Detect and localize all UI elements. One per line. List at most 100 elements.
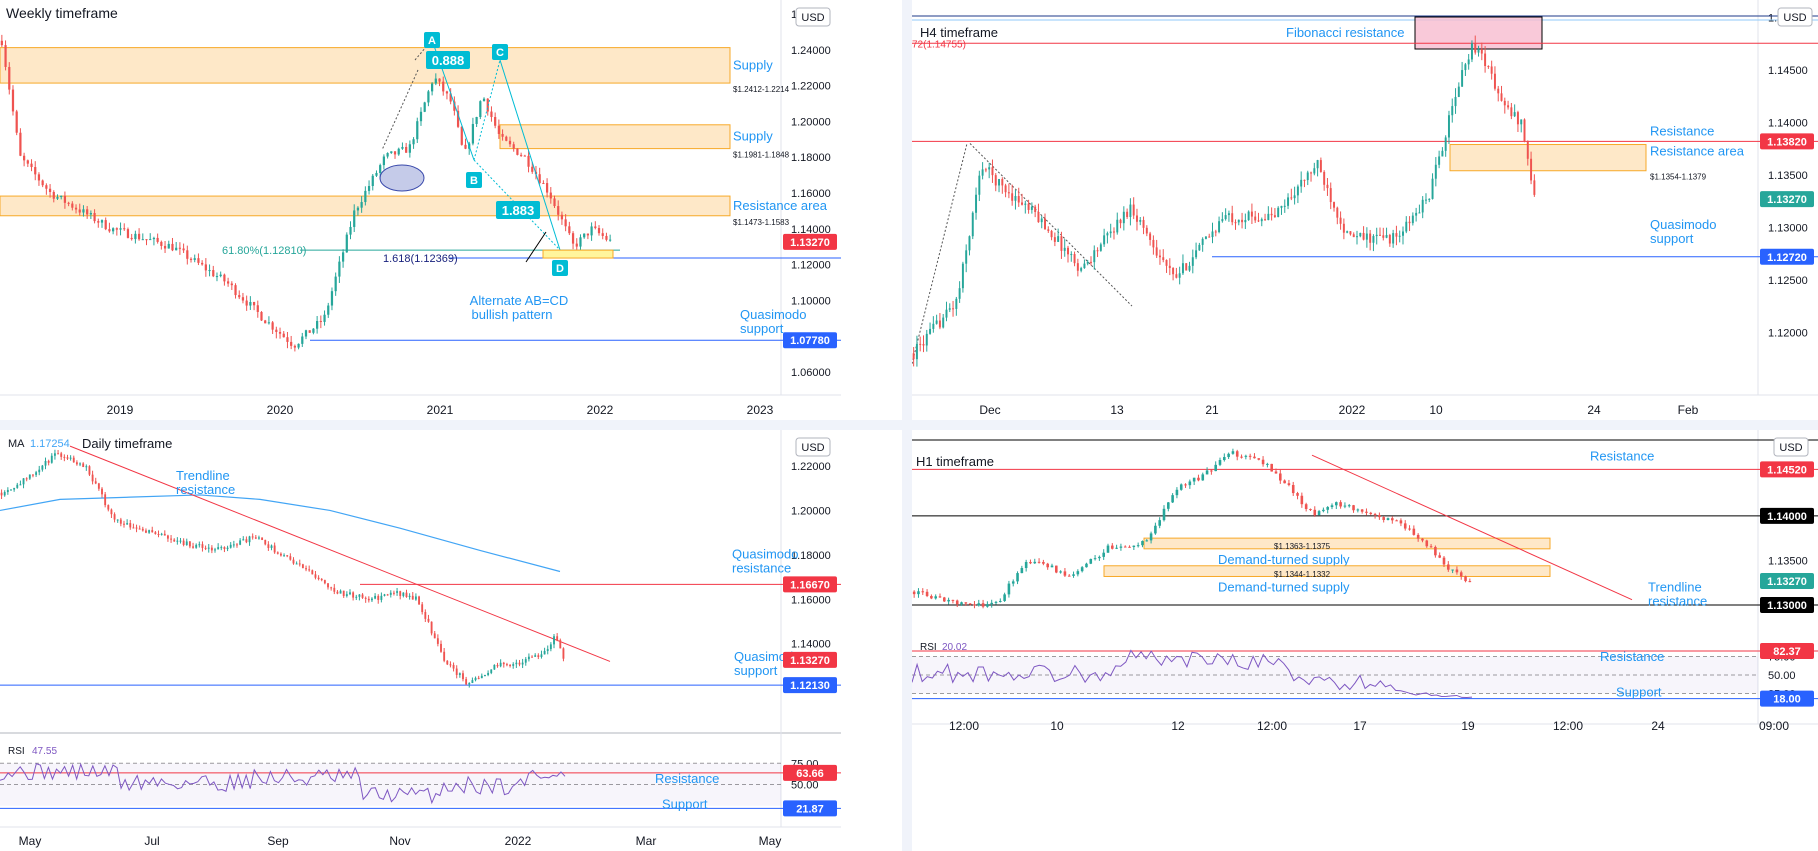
h4-candle [935, 320, 938, 324]
h4-candle [1319, 160, 1322, 172]
h4-candle [919, 343, 922, 345]
weekly-candle [601, 233, 604, 236]
daily-rsi-tag-bg [783, 764, 837, 781]
weekly-candle [579, 237, 582, 247]
daily-candle [402, 592, 405, 596]
daily-candle [333, 587, 336, 592]
weekly-candle [427, 91, 430, 103]
h4-candle [1385, 234, 1388, 238]
daily-rsi-tag: 21.87 [783, 800, 837, 817]
h1-candle [994, 601, 998, 603]
daily-usd-label: USD [801, 442, 824, 454]
weekly-candle [22, 155, 26, 161]
daily-price-tag-label: 1.13270 [790, 655, 830, 667]
h4-candle [1234, 222, 1237, 224]
h4-candle [1362, 232, 1365, 240]
h1-candle [1352, 505, 1355, 511]
h1-price-tag-label: 1.14000 [1767, 511, 1807, 523]
h1-xtick-label: 09:00 [1759, 719, 1789, 733]
weekly-candle [338, 261, 341, 277]
h4-candle [1083, 263, 1086, 269]
daily-candle [151, 530, 154, 533]
h4-candle [929, 328, 932, 334]
h1-price-tag-bg [1760, 597, 1814, 614]
h1-candle [1162, 508, 1166, 521]
weekly-candle [141, 239, 144, 241]
h4-ytick-label: 1.14000 [1768, 117, 1808, 129]
h4-candle [1011, 193, 1014, 201]
horizontal-divider [0, 420, 1818, 430]
daily-rsi-tick: 50.00 [791, 780, 819, 792]
weekly-pattern-label: Alternate AB=CD [470, 293, 569, 308]
h1-candle [1279, 473, 1282, 481]
h4-res-label: Resistance [1650, 123, 1714, 138]
weekly-candle [475, 117, 478, 124]
h4-fib-label: Fibonacci resistance [1286, 25, 1405, 40]
h4-candle [1195, 250, 1198, 258]
daily-candle [524, 659, 527, 663]
h4-candle [1135, 215, 1138, 222]
weekly-candle [371, 175, 374, 187]
weekly-candle [497, 125, 500, 134]
h4-zone-label: Resistance area [1650, 144, 1745, 159]
weekly-candle [382, 156, 386, 166]
daily-candle [502, 662, 505, 665]
daily-candle [91, 474, 94, 482]
weekly-cd-leg [499, 59, 561, 251]
h4-candle [1487, 66, 1490, 68]
weekly-ytick-label: 1.14000 [791, 224, 831, 236]
daily-price-tag-bg [783, 651, 837, 668]
h4-candle [955, 298, 958, 309]
daily-candle [135, 527, 138, 529]
h1-candle [1050, 565, 1054, 568]
h4-candle [1260, 219, 1263, 222]
h1-candle [1442, 557, 1446, 565]
h1-chart-panel[interactable]: 1.13500 12:00 10 12 12:00 17 19 12:00 24 09:00 Res… [912, 430, 1818, 851]
weekly-candle [520, 154, 523, 156]
h1-candle [1455, 569, 1459, 573]
daily-trendline [69, 445, 611, 662]
weekly-candle [104, 220, 107, 230]
h4-candle [1004, 185, 1007, 193]
h4-candle [1441, 150, 1444, 157]
h1-candle [1395, 520, 1398, 522]
daily-candle [421, 604, 424, 613]
h4-candle [978, 175, 981, 195]
daily-candle [148, 530, 151, 533]
daily-xtick-label: 2022 [505, 834, 532, 848]
weekly-chart-panel[interactable]: 1.260001.240001.220001.200001.180001.160… [0, 0, 841, 420]
daily-candle [320, 579, 323, 581]
daily-candle [41, 465, 44, 470]
weekly-prz-box [542, 249, 614, 259]
weekly-candle [45, 185, 48, 189]
h1-candle [1201, 474, 1205, 481]
weekly-candle [301, 336, 304, 344]
daily-candle [66, 457, 69, 459]
daily-candle [242, 539, 245, 541]
daily-ytick-label: 1.16000 [791, 594, 831, 606]
daily-candle [223, 547, 226, 550]
h4-candle [1303, 179, 1306, 181]
daily-candle [311, 570, 314, 575]
daily-chart-panel[interactable]: 1.22000 1.20000 1.18000 1.16000 1.14000 May Ju… [0, 430, 841, 851]
weekly-candle [252, 301, 256, 306]
weekly-candle [238, 295, 241, 298]
h4-candle [998, 179, 1001, 186]
h4-candle [1520, 119, 1523, 125]
daily-price-tag: 1.13270 [783, 651, 837, 668]
h4-chart-panel[interactable]: 1.150001.145001.140001.135001.130001.125… [912, 0, 1818, 420]
h4-candle [1306, 172, 1309, 181]
weekly-candle [471, 123, 475, 144]
weekly-candle [542, 183, 545, 185]
h4-ytick-label: 1.14500 [1768, 65, 1808, 77]
h4-candle [975, 194, 978, 213]
daily-ma-value: 1.17254 [30, 438, 70, 450]
h1-xtick-label: 12:00 [1553, 719, 1583, 733]
h4-xtick-label: 13 [1110, 403, 1124, 417]
daily-candle [207, 547, 210, 549]
daily-ma-line [0, 494, 561, 573]
weekly-candle [605, 235, 608, 240]
daily-candle [160, 533, 163, 535]
h1-candle [960, 602, 963, 605]
h4-candle [1047, 229, 1050, 231]
